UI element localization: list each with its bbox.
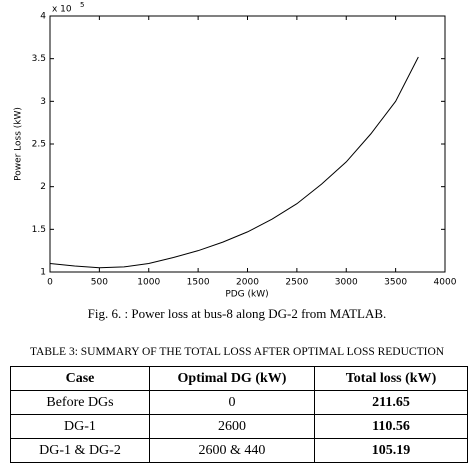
x-tick-label: 500 [91,278,108,288]
chart: x 10 5 PDG (kW) Power Loss (kW) 1 1.5 2 2.5… [14,1,457,300]
header-cell: Case [10,366,150,391]
x-tick-label: 3500 [384,278,407,288]
x-tick-label: 4000 [434,278,457,288]
y-tick-label: 2.5 [32,140,46,150]
y-tick-label: 3 [40,97,46,107]
y-scale-base: x 10 [52,5,72,15]
row: DG-1 & DG-2 2600 & 440 105.19 [10,438,468,463]
summary-table: Case Optimal DG (kW) Total loss (kW) Bef… [10,366,468,463]
header-cell: Total loss (kW) [314,366,468,391]
cell: 105.19 [314,438,468,463]
y-tick-label: 2 [40,182,46,192]
plot-frame [49,15,446,273]
x-tick-label: 1500 [187,278,210,288]
y-tick-label: 1.5 [32,225,46,235]
cell: DG-1 & DG-2 [10,438,150,463]
row: Before DGs 0 211.65 [10,390,468,415]
x-tick-label: 3000 [335,278,358,288]
line-series [49,56,419,269]
cell: 110.56 [314,414,468,439]
y-axis-label: Power Loss (kW) [14,107,24,181]
x-tick-label: 2500 [285,278,308,288]
figure-caption: Fig. 6. : Power loss at bus-8 along DG-2… [87,306,387,321]
x-tick-label: 1000 [137,278,160,288]
y-tick-label: 3.5 [32,54,46,64]
header-cell: Optimal DG (kW) [149,366,315,391]
row: DG-1 2600 110.56 [10,414,468,439]
x-tick-label: 2000 [236,278,259,288]
header-row: Case Optimal DG (kW) Total loss (kW) [10,366,468,391]
y-tick-label: 1 [40,268,46,278]
cell: 211.65 [314,390,468,415]
cell: 2600 & 440 [149,438,315,463]
x-tick-label: 0 [47,278,53,288]
table-title: TABLE 3: SUMMARY OF THE TOTAL LOSS AFTER… [29,346,445,358]
cell: DG-1 [10,414,150,439]
x-axis-label: PDG (kW) [225,290,268,300]
cell: Before DGs [10,390,150,415]
y-scale-exponent: 5 [80,1,84,9]
cell: 2600 [149,414,315,439]
cell: 0 [149,390,315,415]
y-tick-label: 4 [40,12,46,22]
